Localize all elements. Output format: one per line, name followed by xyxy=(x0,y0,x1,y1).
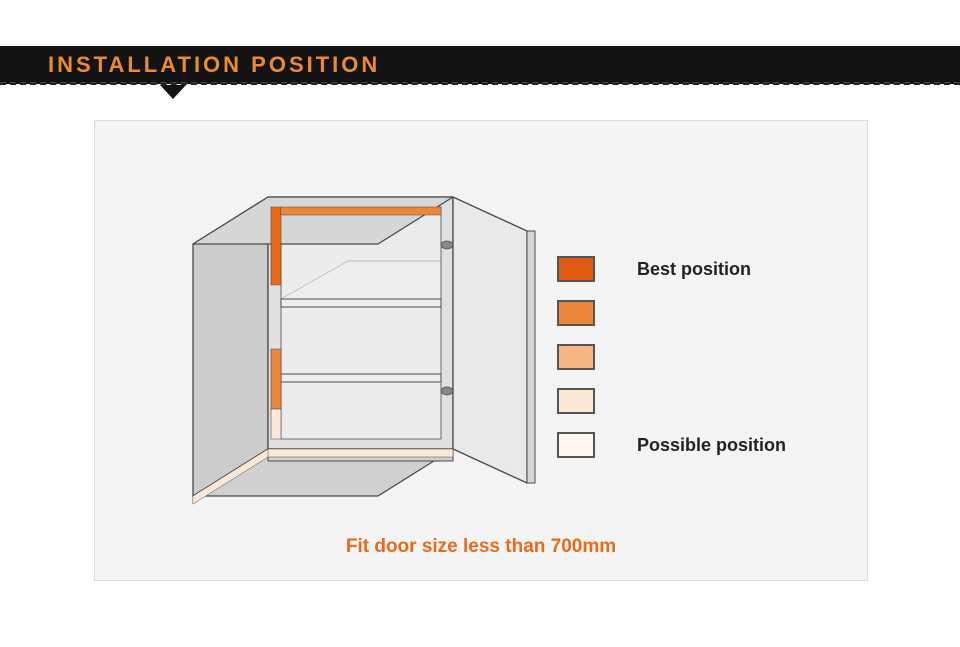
indicator-base-edge xyxy=(268,449,453,457)
legend-label-4: Possible position xyxy=(637,435,786,456)
legend-row-2 xyxy=(557,339,786,375)
legend-swatch-0 xyxy=(557,256,595,282)
legend-label-0: Best position xyxy=(637,259,751,280)
indicator-best xyxy=(271,207,281,285)
hinge-top-icon xyxy=(441,241,453,249)
cabinet-diagram xyxy=(173,149,563,534)
header-bar: INSTALLATION POSITION xyxy=(0,46,960,84)
shelf-upper xyxy=(281,299,441,307)
header-pointer-icon xyxy=(160,85,186,99)
legend-swatch-1 xyxy=(557,300,595,326)
diagram-panel: Best position Possible position Fit door… xyxy=(94,120,868,581)
cabinet-door-edge xyxy=(527,231,535,483)
indicator-light xyxy=(271,409,281,439)
caption: Fit door size less than 700mm xyxy=(95,536,867,558)
hinge-bottom-icon xyxy=(441,387,453,395)
header-title: INSTALLATION POSITION xyxy=(48,52,380,78)
indicator-top-edge xyxy=(281,207,441,215)
legend-swatch-3 xyxy=(557,388,595,414)
legend: Best position Possible position xyxy=(557,251,786,471)
shelf-lower xyxy=(281,374,441,382)
indicator-mid xyxy=(271,349,281,409)
legend-row-3 xyxy=(557,383,786,419)
legend-row-0: Best position xyxy=(557,251,786,287)
legend-swatch-4 xyxy=(557,432,595,458)
legend-row-4: Possible position xyxy=(557,427,786,463)
cabinet-door xyxy=(453,197,527,483)
legend-swatch-2 xyxy=(557,344,595,370)
header-dashed-underline xyxy=(0,83,960,85)
legend-row-1 xyxy=(557,295,786,331)
